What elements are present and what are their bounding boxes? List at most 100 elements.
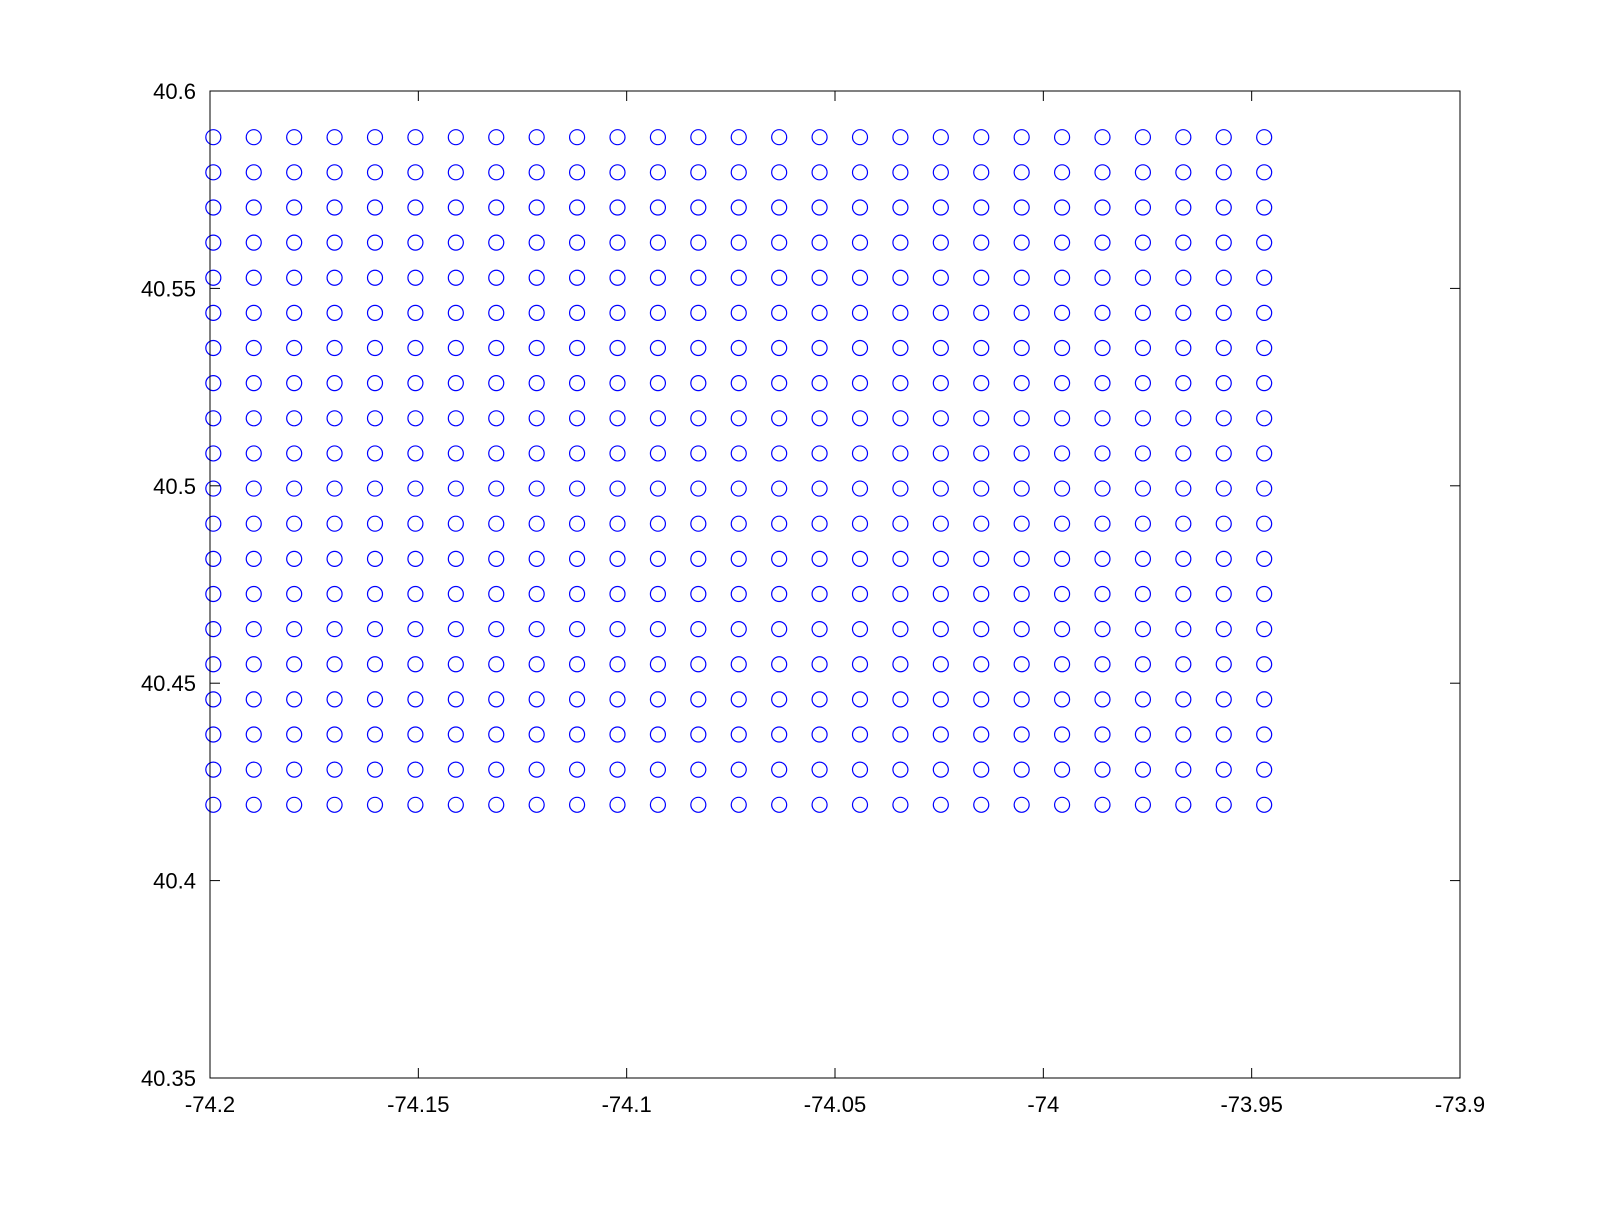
data-point — [771, 410, 788, 427]
data-point — [851, 339, 869, 357]
data-point — [245, 339, 262, 357]
data-point — [1134, 129, 1152, 146]
data-point — [286, 234, 303, 251]
data-point — [811, 269, 828, 286]
data-point — [771, 199, 788, 216]
data-point — [1013, 515, 1030, 532]
data-point — [286, 585, 303, 603]
data-point — [892, 269, 909, 286]
data-point — [1053, 234, 1071, 251]
data-point — [205, 656, 222, 673]
data-point — [892, 129, 909, 146]
data-point — [771, 585, 788, 603]
data-point — [649, 164, 667, 181]
data-point — [326, 796, 343, 813]
data-point — [568, 761, 586, 778]
data-point — [730, 410, 747, 427]
data-point — [649, 585, 667, 603]
data-point — [932, 199, 949, 216]
data-point — [488, 761, 505, 778]
data-point — [568, 515, 586, 532]
data-point — [1053, 339, 1071, 357]
data-point — [690, 199, 707, 216]
data-point — [932, 445, 949, 462]
data-point — [245, 375, 262, 392]
data-point — [528, 164, 545, 181]
data-point — [973, 199, 990, 216]
data-point — [1256, 304, 1273, 321]
data-point — [245, 410, 262, 427]
data-point — [730, 199, 747, 216]
data-point — [892, 585, 909, 603]
data-point — [892, 691, 909, 708]
data-point — [892, 445, 909, 462]
data-point — [1053, 480, 1071, 497]
data-point — [811, 761, 828, 778]
data-point — [407, 129, 424, 146]
data-point — [205, 304, 222, 321]
data-point — [205, 129, 222, 146]
data-point — [1094, 234, 1111, 251]
data-point — [286, 164, 303, 181]
data-point — [245, 621, 262, 638]
data-point — [649, 375, 667, 392]
data-point — [407, 480, 424, 497]
data-point — [1175, 550, 1192, 567]
data-point — [286, 445, 303, 462]
data-point — [1094, 304, 1111, 321]
data-point — [973, 656, 990, 673]
data-point — [851, 656, 869, 673]
data-point — [528, 550, 545, 567]
data-point — [1134, 621, 1152, 638]
data-point — [568, 796, 586, 813]
data-point — [447, 656, 464, 673]
data-point — [609, 761, 626, 778]
data-point — [730, 304, 747, 321]
data-point — [1094, 269, 1111, 286]
data-point — [730, 691, 747, 708]
data-point — [286, 339, 303, 357]
data-point — [649, 199, 667, 216]
x-tick-label: -73.95 — [1220, 1092, 1282, 1117]
data-point — [366, 515, 384, 532]
data-point — [326, 339, 343, 357]
data-point — [568, 339, 586, 357]
data-point — [1175, 445, 1192, 462]
data-point — [811, 515, 828, 532]
data-point — [286, 691, 303, 708]
data-point — [326, 621, 343, 638]
data-point — [609, 410, 626, 427]
data-point — [1094, 445, 1111, 462]
data-point — [1175, 480, 1192, 497]
data-point — [932, 234, 949, 251]
data-point — [1215, 339, 1232, 357]
data-point — [205, 164, 222, 181]
data-point — [892, 339, 909, 357]
data-point — [1256, 656, 1273, 673]
data-point — [851, 585, 869, 603]
data-point — [1013, 164, 1030, 181]
data-point — [488, 621, 505, 638]
data-point — [205, 621, 222, 638]
data-point — [447, 691, 464, 708]
data-point — [771, 129, 788, 146]
x-tick-label: -73.9 — [1435, 1092, 1485, 1117]
data-point — [1134, 339, 1152, 357]
data-point — [690, 269, 707, 286]
data-point — [973, 410, 990, 427]
data-point — [488, 375, 505, 392]
data-point — [609, 726, 626, 743]
data-point — [245, 129, 262, 146]
data-point — [366, 445, 384, 462]
data-point — [932, 410, 949, 427]
data-point — [326, 269, 343, 286]
data-point — [1175, 199, 1192, 216]
data-point — [1094, 480, 1111, 497]
data-point — [568, 269, 586, 286]
data-point — [609, 304, 626, 321]
data-point — [1175, 304, 1192, 321]
data-point — [1256, 375, 1273, 392]
data-point — [326, 691, 343, 708]
data-point — [366, 410, 384, 427]
data-point — [649, 550, 667, 567]
